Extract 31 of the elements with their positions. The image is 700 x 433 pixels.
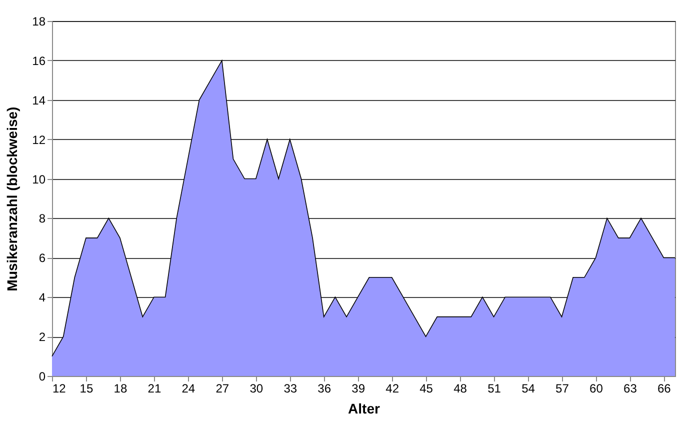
x-tick-label: 42 (386, 382, 400, 396)
x-axis-title: Alter (348, 400, 380, 416)
x-tick-label: 48 (454, 382, 468, 396)
y-tick-label: 10 (32, 172, 46, 186)
x-tick-label: 57 (556, 382, 570, 396)
y-tick-label: 18 (32, 14, 46, 28)
x-tick-label: 24 (182, 382, 196, 396)
x-tick-label: 33 (284, 382, 298, 396)
y-tick-label: 6 (38, 251, 46, 266)
y-axis-title: Musikeranzahl (blockweise) (4, 106, 20, 292)
x-tick-label: 30 (250, 382, 264, 396)
x-tick-label: 12 (52, 382, 66, 396)
y-tick-label: 0 (38, 370, 46, 384)
x-tick-label: 60 (590, 382, 604, 396)
y-tick-label: 8 (38, 212, 46, 226)
y-tick-label: 12 (32, 132, 46, 147)
x-tick-label: 36 (318, 382, 332, 396)
y-tick-label: 16 (32, 54, 46, 68)
x-tick-label: 18 (114, 382, 128, 396)
x-tick-label: 66 (657, 382, 672, 396)
y-tick-label: 4 (38, 290, 46, 305)
y-tick-label: 14 (32, 93, 46, 108)
x-tick-label: 54 (522, 382, 536, 396)
x-tick-label: 63 (624, 382, 638, 396)
x-tick-label: 21 (148, 382, 162, 396)
x-tick-label: 51 (488, 382, 502, 396)
x-tick-label: 39 (352, 382, 366, 396)
y-tick-label: 2 (38, 330, 46, 344)
x-tick-label: 15 (80, 382, 94, 396)
x-tick-label: 45 (420, 382, 434, 396)
x-tick-label: 27 (216, 382, 230, 396)
